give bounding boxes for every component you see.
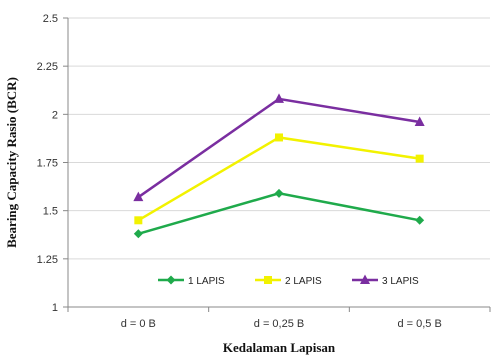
y-tick-label-6: 2.5 [43,13,58,25]
gridlines [68,17,490,260]
x-tick-labels: d = 0 B d = 0,25 B d = 0,5 B [121,318,442,330]
legend-marker-1 [166,275,176,285]
series-1 [133,188,425,239]
legend-item-2: 2 LAPIS [255,276,322,287]
series-2-point-1 [275,133,283,142]
series-line-2 [137,136,420,222]
legend-marker-2 [264,276,272,284]
series-3-point-2 [414,116,425,127]
legend-marker-3 [360,274,370,284]
x-tick-label-1: d = 0,25 B [254,318,304,330]
x-axis-title: Kedalaman Lapisan [223,340,336,355]
series-group [133,93,425,239]
y-tick-labels: 1 1.25 1.5 1.75 2 2.25 2.5 [37,13,58,314]
legend: 1 LAPIS 2 LAPIS 3 LAPIS [158,274,419,287]
series-3 [133,93,425,202]
series-3-point-0 [133,191,144,202]
series-1-point-1 [274,188,284,198]
series-1-point-2 [415,215,425,225]
y-tick-label-2: 1.5 [43,206,58,218]
series-2-point-2 [415,154,424,163]
series-2-point-0 [134,216,143,225]
series-line-1 [137,192,420,235]
legend-label-2: 2 LAPIS [285,276,322,287]
y-tick-label-4: 2 [52,109,58,121]
axes [63,17,491,312]
y-tick-label-1: 1.25 [37,254,58,266]
legend-label-1: 1 LAPIS [188,276,225,287]
legend-item-1: 1 LAPIS [158,275,225,287]
series-3-point-1 [274,93,284,103]
legend-label-3: 3 LAPIS [382,276,419,287]
x-tick-label-0: d = 0 B [121,318,156,330]
y-axis-title: Bearing Capacity Rasio (BCR) [4,77,19,248]
legend-item-3: 3 LAPIS [352,274,419,287]
series-2 [134,133,424,225]
y-tick-label-0: 1 [52,302,58,314]
x-tick-label-2: d = 0,5 B [397,318,441,330]
y-tick-label-3: 1.75 [37,158,58,170]
series-1-point-0 [133,229,143,239]
series-line-3 [137,97,420,199]
y-tick-label-5: 2.25 [37,61,58,73]
